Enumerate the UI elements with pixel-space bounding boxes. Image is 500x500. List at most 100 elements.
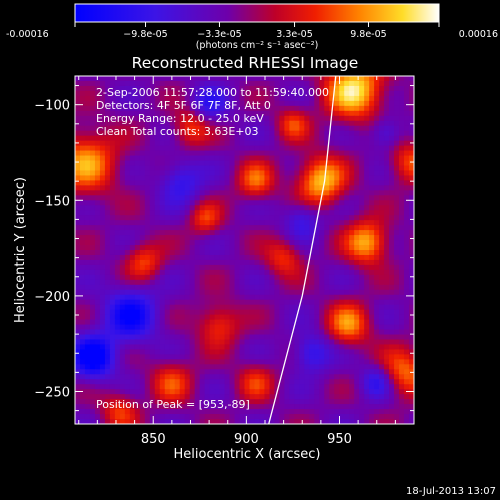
heatmap-cell <box>189 175 196 181</box>
heatmap-cell <box>254 225 261 231</box>
heatmap-cell <box>369 105 375 112</box>
heatmap-cell <box>339 230 345 236</box>
heatmap-cell <box>144 404 151 410</box>
heatmap-cell <box>169 170 176 177</box>
heatmap-cell <box>274 334 280 341</box>
heatmap-cell <box>329 294 335 301</box>
heatmap-cell <box>399 150 405 157</box>
heatmap-cell <box>374 279 380 286</box>
heatmap-cell <box>134 155 141 162</box>
heatmap-cell <box>134 165 141 172</box>
heatmap-cell <box>279 190 285 196</box>
heatmap-cell <box>134 240 141 246</box>
heatmap-cell <box>334 195 340 201</box>
heatmap-cell <box>294 205 300 211</box>
heatmap-cell <box>354 245 360 251</box>
heatmap-cell <box>109 274 116 281</box>
heatmap-cell <box>394 404 400 410</box>
heatmap-cell <box>349 329 355 336</box>
heatmap-cell <box>374 200 380 206</box>
heatmap-cell <box>149 180 156 186</box>
heatmap-cell <box>154 135 161 142</box>
heatmap-cell <box>164 95 171 102</box>
heatmap-cell <box>284 389 290 395</box>
heatmap-cell <box>304 100 310 107</box>
heatmap-cell <box>144 279 151 286</box>
heatmap-cell <box>194 145 201 152</box>
heatmap-cell <box>299 180 305 186</box>
heatmap-cell <box>204 399 211 405</box>
heatmap-cell <box>94 130 101 137</box>
heatmap-cell <box>134 414 141 420</box>
heatmap-cell <box>374 135 380 142</box>
heatmap-cell <box>164 354 171 360</box>
heatmap-cell <box>189 230 196 236</box>
heatmap-cell <box>294 329 300 336</box>
heatmap-cell <box>264 384 271 390</box>
heatmap-cell <box>194 95 201 102</box>
heatmap-cell <box>134 324 141 331</box>
heatmap-cell <box>369 80 375 87</box>
heatmap-cell <box>129 240 136 246</box>
heatmap-cell <box>329 404 335 410</box>
heatmap-cell <box>294 379 300 385</box>
heatmap-cell <box>99 76 106 82</box>
heatmap-cell <box>364 399 370 405</box>
heatmap-cell <box>114 115 121 122</box>
heatmap-cell <box>379 289 385 296</box>
heatmap-cell <box>389 389 395 395</box>
heatmap-cell <box>179 76 186 82</box>
heatmap-cell <box>199 150 206 157</box>
heatmap-cell <box>194 309 201 316</box>
heatmap-cell <box>379 95 385 102</box>
heatmap-cell <box>124 140 131 147</box>
heatmap-cell <box>129 180 136 186</box>
heatmap-cell <box>229 160 236 167</box>
heatmap-cell <box>309 200 315 206</box>
heatmap-cell <box>204 274 211 281</box>
heatmap-cell <box>259 180 266 186</box>
heatmap-cell <box>89 135 96 142</box>
heatmap-cell <box>289 130 295 137</box>
colorbar-tick-label: −3.3e-05 <box>197 29 241 40</box>
heatmap-cell <box>374 80 380 87</box>
heatmap-cell <box>189 379 196 385</box>
heatmap-cell <box>149 409 156 415</box>
heatmap-cell <box>264 180 271 186</box>
heatmap-cell <box>354 235 360 241</box>
heatmap-cell <box>144 150 151 157</box>
heatmap-cell <box>319 364 325 370</box>
heatmap-cell <box>75 354 81 360</box>
heatmap-cell <box>409 334 414 341</box>
heatmap-cell <box>99 80 106 87</box>
heatmap-cell <box>269 100 276 107</box>
heatmap-cell <box>114 160 121 167</box>
heatmap-cell <box>75 235 81 241</box>
heatmap-cell <box>139 240 146 246</box>
heatmap-cell <box>349 195 355 201</box>
colorbar-ticks: -0.00016 −9.8e-05 −3.3e-05 3.3e-05 9.8e-05 0.… <box>6 22 498 40</box>
heatmap-cell <box>229 235 236 241</box>
heatmap-cell <box>324 185 330 191</box>
heatmap-cell <box>169 250 176 256</box>
heatmap-cell <box>369 344 375 351</box>
heatmap-cell <box>154 145 161 152</box>
heatmap-cell <box>99 155 106 162</box>
heatmap-cell <box>114 225 121 231</box>
heatmap-cell <box>144 334 151 341</box>
heatmap-cell <box>249 264 256 271</box>
heatmap-cell <box>189 160 196 167</box>
heatmap-cell <box>169 115 176 122</box>
heatmap-cell <box>349 419 355 424</box>
heatmap-cell <box>354 225 360 231</box>
heatmap-cell <box>399 379 405 385</box>
heatmap-cell <box>89 205 96 211</box>
heatmap-cell <box>364 289 370 296</box>
heatmap-cell <box>154 205 161 211</box>
heatmap-cell <box>324 329 330 336</box>
heatmap-cell <box>364 175 370 181</box>
heatmap-cell <box>169 354 176 360</box>
heatmap-cell <box>184 220 191 226</box>
heatmap-cell <box>279 230 285 236</box>
heatmap-cell <box>209 419 216 424</box>
